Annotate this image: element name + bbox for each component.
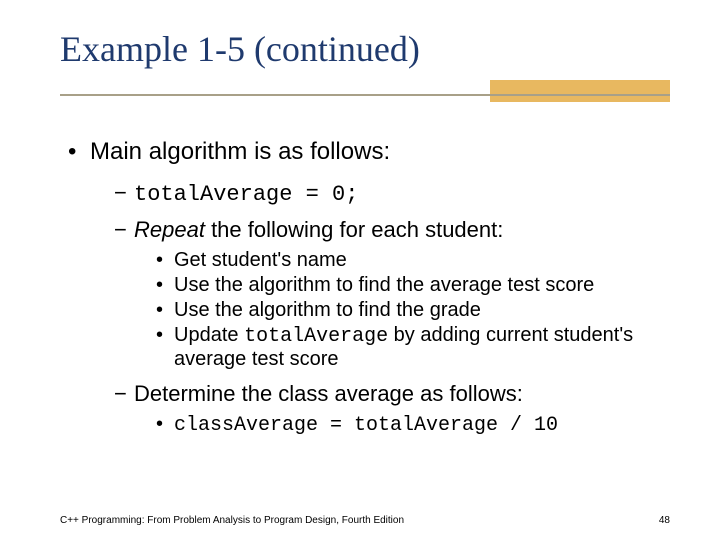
sub-item-2-em: Repeat	[134, 217, 205, 242]
sub-item-2: Repeat the following for each student: G…	[114, 217, 670, 371]
title-rule	[60, 80, 670, 110]
step-c-text: Use the algorithm to find the grade	[174, 299, 481, 321]
sub-item-1: totalAverage = 0;	[114, 180, 670, 207]
step-b-text: Use the algorithm to find the average te…	[174, 274, 594, 296]
slide-title: Example 1-5 (continued)	[60, 28, 670, 70]
rule-line	[60, 94, 670, 96]
step-a-text: Get student's name	[174, 249, 347, 271]
bullet-list-level3-b: classAverage = totalAverage / 10	[114, 413, 670, 437]
footer-text: C++ Programming: From Problem Analysis t…	[60, 515, 404, 526]
rule-accent	[490, 80, 670, 102]
step-c: Use the algorithm to find the grade	[156, 299, 670, 322]
class-average-code: classAverage = totalAverage / 10	[174, 414, 558, 437]
step-d-pre: Update	[174, 324, 244, 346]
step-a: Get student's name	[156, 249, 670, 272]
step-d-code: totalAverage	[244, 325, 388, 348]
class-average-line: classAverage = totalAverage / 10	[156, 413, 670, 437]
footer: C++ Programming: From Problem Analysis t…	[60, 515, 670, 526]
bullet-list-level2: totalAverage = 0; Repeat the following f…	[70, 180, 670, 437]
page-number: 48	[659, 515, 670, 526]
sub-item-3-text: Determine the class average as follows:	[134, 381, 523, 406]
step-b: Use the algorithm to find the average te…	[156, 274, 670, 297]
sub-item-2-rest: the following for each student:	[205, 217, 503, 242]
bullet-main: Main algorithm is as follows: totalAvera…	[70, 138, 670, 437]
bullet-list-level1: Main algorithm is as follows: totalAvera…	[60, 138, 670, 437]
sub-item-1-code: totalAverage = 0;	[134, 182, 358, 207]
sub-item-3: Determine the class average as follows: …	[114, 381, 670, 437]
bullet-main-text: Main algorithm is as follows:	[90, 138, 390, 165]
step-d: Update totalAverage by adding current st…	[156, 324, 670, 371]
slide: Example 1-5 (continued) Main algorithm i…	[0, 0, 720, 540]
bullet-list-level3-a: Get student's name Use the algorithm to …	[114, 249, 670, 371]
